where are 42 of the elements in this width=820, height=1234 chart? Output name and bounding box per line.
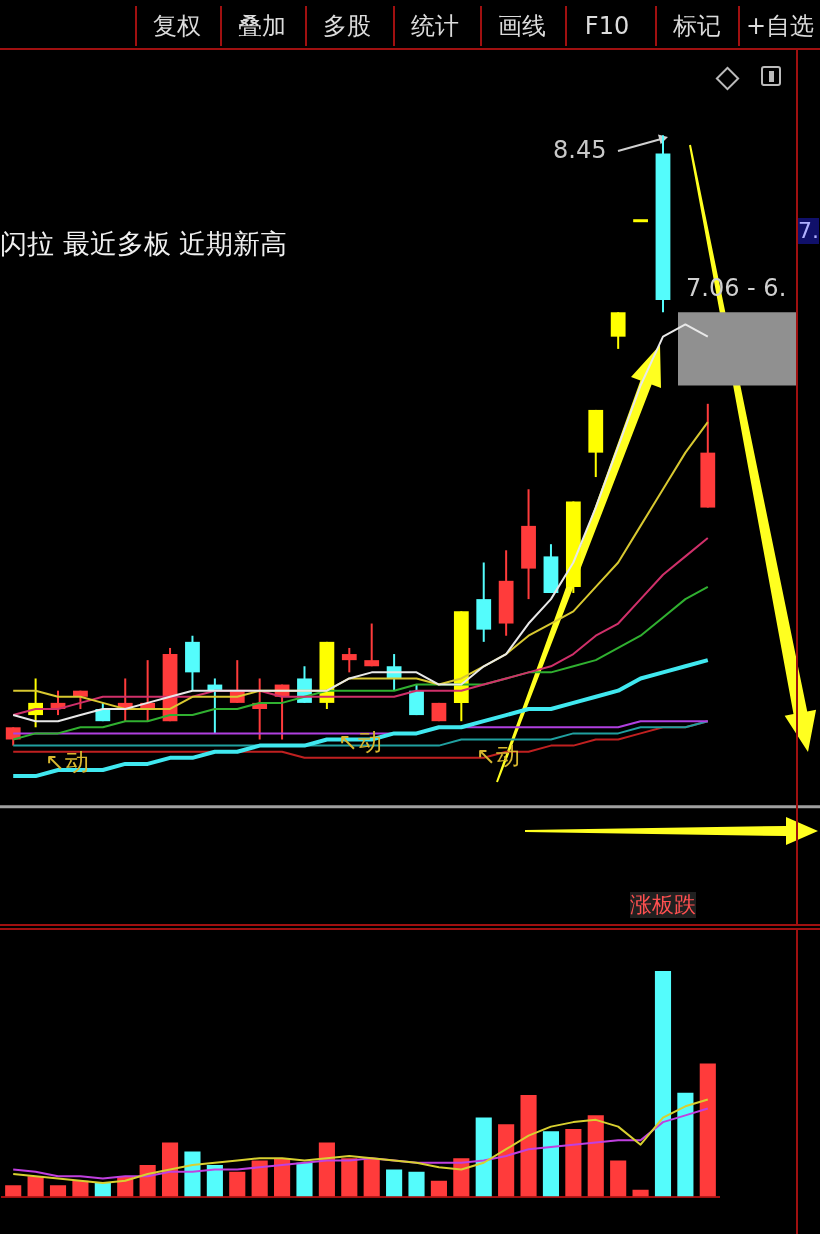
text: 多股 — [305, 6, 387, 46]
text: 涨板跌 — [630, 892, 696, 919]
bar — [498, 1124, 515, 1197]
annotation: 8.45 — [553, 136, 607, 165]
bar — [341, 1158, 358, 1197]
bar — [318, 1142, 335, 1197]
bar — [363, 1158, 380, 1197]
text: 画线 — [480, 6, 562, 46]
bar — [565, 1128, 582, 1197]
bar — [72, 1180, 89, 1197]
annotation: 闪拉 最近多板 近期新高 — [0, 228, 288, 261]
bar — [520, 1095, 537, 1197]
bar — [408, 1171, 425, 1197]
text: 复权 — [135, 6, 217, 46]
bar — [475, 1117, 492, 1197]
bar — [206, 1165, 223, 1197]
bar — [587, 1115, 604, 1197]
bar — [274, 1158, 291, 1197]
bar — [610, 1160, 627, 1197]
bar — [161, 1142, 179, 1197]
bar — [542, 1131, 560, 1197]
text: 叠加 — [220, 6, 302, 46]
bar — [430, 1180, 447, 1197]
bar — [296, 1162, 313, 1197]
text: 7. — [798, 218, 819, 245]
bar — [699, 1063, 716, 1197]
bar — [27, 1176, 44, 1197]
bar — [49, 1185, 67, 1197]
candlestick — [364, 622, 380, 668]
text: 标记 — [655, 6, 737, 46]
bar — [654, 970, 672, 1197]
candlestick — [341, 646, 357, 674]
text: F10 — [565, 6, 647, 46]
bar — [677, 1092, 694, 1197]
bar — [94, 1183, 111, 1197]
text: +自选 — [738, 6, 820, 46]
bar — [184, 1151, 201, 1197]
text: 统计 — [393, 6, 475, 46]
bar — [386, 1169, 403, 1197]
bar — [5, 1185, 22, 1197]
bar — [229, 1171, 246, 1197]
bar — [251, 1160, 268, 1197]
